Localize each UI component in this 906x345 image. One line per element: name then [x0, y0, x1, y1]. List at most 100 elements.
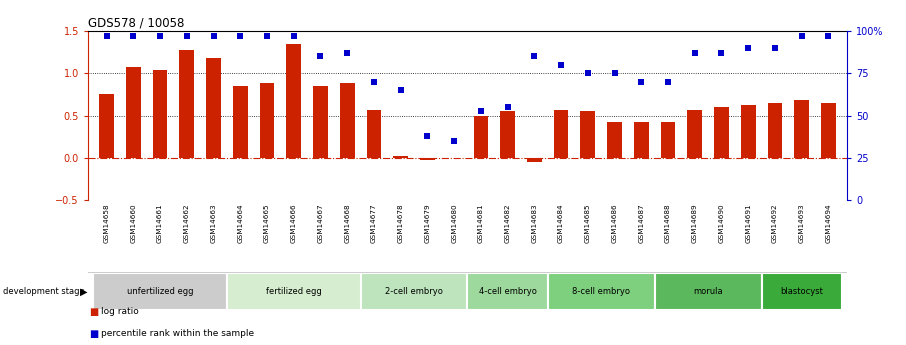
Bar	[474, 116, 488, 158]
Text: 8-cell embryo: 8-cell embryo	[573, 287, 631, 296]
Bar	[233, 86, 247, 158]
Text: 2-cell embryo: 2-cell embryo	[385, 287, 443, 296]
Point	[367, 79, 381, 85]
Text: GSM14658: GSM14658	[103, 204, 110, 243]
Point	[634, 79, 649, 85]
Text: GSM14687: GSM14687	[638, 204, 644, 243]
FancyBboxPatch shape	[361, 273, 467, 310]
Bar	[821, 103, 835, 158]
Point	[607, 71, 622, 76]
Text: ■: ■	[89, 329, 98, 338]
Text: GSM14684: GSM14684	[558, 204, 564, 243]
Text: GSM14660: GSM14660	[130, 204, 136, 243]
Point	[126, 33, 140, 39]
Bar	[714, 107, 728, 158]
Point	[527, 54, 542, 59]
Text: GSM14692: GSM14692	[772, 204, 778, 243]
Point	[688, 50, 702, 56]
Bar	[527, 158, 542, 162]
Bar	[126, 67, 140, 158]
Point	[581, 71, 595, 76]
Text: ▶: ▶	[80, 287, 87, 296]
Bar	[179, 50, 194, 158]
Text: 4-cell embryo: 4-cell embryo	[478, 287, 536, 296]
FancyBboxPatch shape	[655, 273, 762, 310]
Text: blastocyst: blastocyst	[780, 287, 823, 296]
Text: GSM14680: GSM14680	[451, 204, 458, 243]
Point	[714, 50, 728, 56]
FancyBboxPatch shape	[93, 273, 226, 310]
Point	[100, 33, 114, 39]
Bar	[660, 122, 675, 158]
Bar	[340, 83, 354, 158]
Point	[767, 45, 782, 51]
FancyBboxPatch shape	[226, 273, 361, 310]
Text: GSM14690: GSM14690	[718, 204, 725, 243]
Point	[153, 33, 168, 39]
Text: GSM14667: GSM14667	[317, 204, 323, 243]
Bar	[741, 105, 756, 158]
Bar	[634, 122, 649, 158]
Bar	[688, 110, 702, 158]
Point	[447, 138, 461, 144]
Point	[554, 62, 568, 68]
Text: GSM14662: GSM14662	[184, 204, 189, 243]
Bar	[554, 110, 568, 158]
Bar	[795, 100, 809, 158]
Bar	[393, 156, 408, 158]
Point	[313, 54, 328, 59]
Text: GSM14678: GSM14678	[398, 204, 404, 243]
Bar	[367, 110, 381, 158]
Point	[821, 33, 835, 39]
Text: GSM14663: GSM14663	[210, 204, 217, 243]
Bar	[767, 103, 782, 158]
Point	[420, 133, 435, 139]
Bar	[581, 111, 595, 158]
Text: GSM14661: GSM14661	[157, 204, 163, 243]
Point	[474, 108, 488, 113]
Point	[500, 104, 515, 110]
Text: GSM14681: GSM14681	[477, 204, 484, 243]
Point	[795, 33, 809, 39]
Text: GSM14686: GSM14686	[612, 204, 618, 243]
Text: unfertilized egg: unfertilized egg	[127, 287, 193, 296]
Text: log ratio: log ratio	[101, 307, 140, 316]
Text: GSM14683: GSM14683	[531, 204, 537, 243]
Point	[660, 79, 675, 85]
Bar	[260, 83, 275, 158]
Text: ■: ■	[89, 307, 98, 316]
Text: GSM14689: GSM14689	[691, 204, 698, 243]
FancyBboxPatch shape	[762, 273, 842, 310]
FancyBboxPatch shape	[467, 273, 548, 310]
Text: percentile rank within the sample: percentile rank within the sample	[101, 329, 255, 338]
Point	[233, 33, 247, 39]
Text: GSM14685: GSM14685	[584, 204, 591, 243]
Point	[207, 33, 221, 39]
Bar	[500, 111, 515, 158]
Text: GSM14666: GSM14666	[291, 204, 297, 243]
Point	[179, 33, 194, 39]
Bar	[100, 95, 114, 158]
Bar	[153, 70, 168, 158]
Text: GSM14668: GSM14668	[344, 204, 351, 243]
Bar	[286, 44, 301, 158]
Text: GSM14688: GSM14688	[665, 204, 671, 243]
Text: GSM14664: GSM14664	[237, 204, 244, 243]
Point	[741, 45, 756, 51]
Text: development stage: development stage	[3, 287, 84, 296]
Bar	[420, 158, 435, 160]
Point	[340, 50, 354, 56]
Point	[286, 33, 301, 39]
Point	[393, 87, 408, 93]
Text: GSM14694: GSM14694	[825, 204, 832, 243]
Text: GSM14665: GSM14665	[264, 204, 270, 243]
Bar	[607, 122, 622, 158]
Point	[260, 33, 275, 39]
Text: GSM14679: GSM14679	[424, 204, 430, 243]
Bar	[313, 86, 328, 158]
Text: fertilized egg: fertilized egg	[265, 287, 322, 296]
Text: GSM14677: GSM14677	[371, 204, 377, 243]
Text: morula: morula	[693, 287, 723, 296]
Bar	[207, 58, 221, 158]
FancyBboxPatch shape	[548, 273, 655, 310]
